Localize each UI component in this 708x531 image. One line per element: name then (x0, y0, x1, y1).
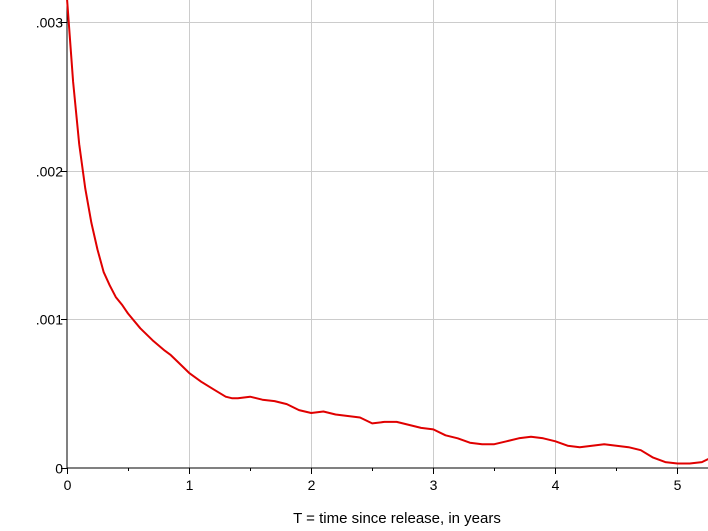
y-tick-label: .001 (36, 312, 63, 328)
x-tick-label: 4 (552, 477, 560, 493)
x-tick-label: 3 (430, 477, 438, 493)
x-tick-label: 2 (308, 477, 316, 493)
x-axis-title: T = time since release, in years (293, 510, 501, 527)
grid (67, 0, 708, 468)
y-tick-label: .003 (36, 15, 63, 31)
series-line-0 (66, 0, 708, 465)
series (66, 0, 708, 465)
y-tick-label: .002 (36, 164, 63, 180)
x-tick-label: 1 (186, 477, 194, 493)
x-tick-label: 0 (64, 477, 72, 493)
axes (66, 0, 708, 469)
y-tick-label: 0 (55, 461, 63, 477)
x-tick-label: 5 (674, 477, 682, 493)
ticks: 0 1 2 3 4 5 0 .001 .002 .003 (36, 15, 682, 494)
